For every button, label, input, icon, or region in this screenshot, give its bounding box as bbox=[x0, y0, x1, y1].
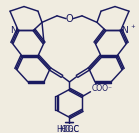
Text: +: + bbox=[131, 24, 135, 29]
Text: N: N bbox=[122, 26, 128, 35]
Text: HOOC: HOOC bbox=[56, 125, 79, 133]
Text: O: O bbox=[66, 14, 73, 24]
Text: HO₂C: HO₂C bbox=[59, 125, 80, 133]
Text: COO⁻: COO⁻ bbox=[92, 84, 113, 93]
Text: N: N bbox=[11, 26, 17, 35]
